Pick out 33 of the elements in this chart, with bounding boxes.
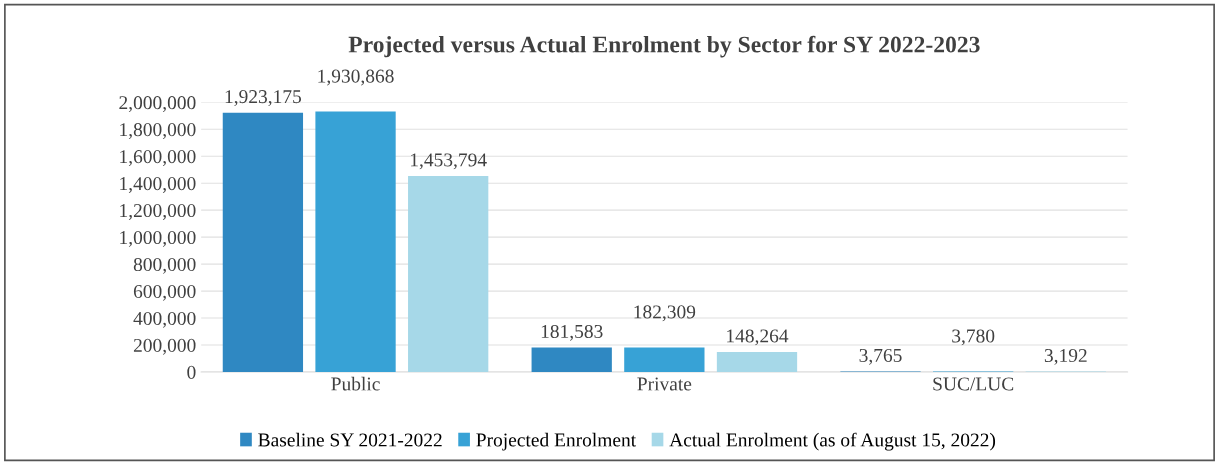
data-label: 148,264 <box>727 329 789 346</box>
bar <box>531 347 612 372</box>
y-tick-label: 200,000 <box>133 338 196 355</box>
data-label: 181,583 <box>541 324 603 341</box>
x-tick-label: SUC/LUC <box>933 377 1014 391</box>
data-label: 1,930,868 <box>318 69 394 86</box>
legend-label: Projected Enrolment <box>476 432 637 451</box>
y-tick-label: 1,400,000 <box>120 177 196 193</box>
data-label: 1,923,175 <box>225 90 302 106</box>
y-tick-label: 800,000 <box>133 257 196 274</box>
bar <box>408 175 489 372</box>
bar <box>716 352 798 372</box>
chart-title: Projected versus Actual Enrolment by Sector for SY 2022-2023 <box>348 35 980 58</box>
y-tick-label: 1,200,000 <box>120 204 196 220</box>
y-tick-label: 0 <box>187 365 196 379</box>
y-tick-label: 600,000 <box>133 284 196 301</box>
data-label: 3,765 <box>859 348 902 365</box>
legend-label: Actual Enrolment (as of August 15, 2022) <box>669 432 996 451</box>
x-tick-label: Private <box>637 377 692 391</box>
x-tick-label: Public <box>331 376 380 391</box>
bar <box>624 347 705 372</box>
y-tick-label: 2,000,000 <box>119 96 196 113</box>
data-label: 182,309 <box>634 305 696 322</box>
data-label: 3,780 <box>952 329 995 346</box>
data-label: 1,453,794 <box>411 153 487 170</box>
y-tick-label: 1,000,000 <box>120 230 196 247</box>
y-tick-label: 400,000 <box>133 311 196 328</box>
legend-label: Baseline SY 2021-2022 <box>258 432 442 447</box>
bar <box>315 111 396 372</box>
data-label: 3,192 <box>1044 349 1087 365</box>
y-tick-label: 1,800,000 <box>120 123 196 140</box>
y-tick-label: 1,600,000 <box>120 150 196 166</box>
bar <box>222 112 304 372</box>
